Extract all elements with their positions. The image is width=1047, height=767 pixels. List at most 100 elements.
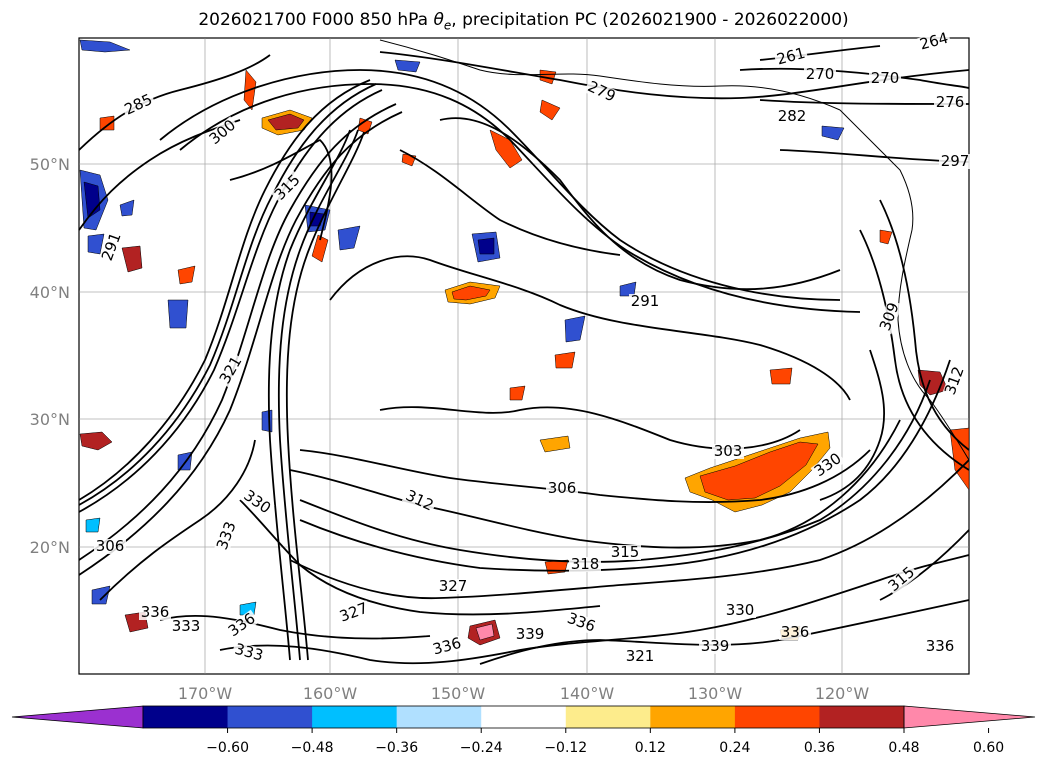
title-prefix: 2026021700 F000 850 hPa <box>198 10 434 30</box>
colorbar-segment <box>227 706 313 728</box>
precip-positive-shading <box>79 69 970 646</box>
lon-label: 160°W <box>303 684 358 703</box>
latitude-labels: 50°N 40°N 30°N 20°N <box>30 155 70 557</box>
contour-label: 327 <box>437 577 469 595</box>
contour-312 <box>289 419 901 549</box>
colorbar-extend-high <box>903 705 1036 729</box>
contour-label: 270 <box>804 65 836 83</box>
contour-label: 336 <box>139 603 171 621</box>
contour-327 <box>289 459 970 600</box>
contour-label: 297 <box>939 152 971 170</box>
longitude-labels: 170°W 160°W 150°W 140°W 130°W 120°W <box>178 684 870 703</box>
contour-jet-west-b <box>78 83 377 506</box>
contour-jet-west-a <box>78 79 371 501</box>
contour-label: 282 <box>776 107 808 125</box>
contour-309 <box>819 349 886 501</box>
contour-label: 270 <box>869 69 901 87</box>
colorbar-tick-label: −0.36 <box>375 740 418 756</box>
contour-south-loop <box>99 439 256 601</box>
lon-label: 150°W <box>431 684 486 703</box>
contour-sw-315 <box>879 529 970 601</box>
contour-label-text: 327 <box>439 577 468 595</box>
lon-label: 140°W <box>560 684 615 703</box>
contour-label: 333 <box>170 617 202 635</box>
contour-label: 336 <box>924 637 956 655</box>
contour-291 <box>439 117 841 291</box>
contour-label-text: 318 <box>571 555 600 573</box>
contour-label: 276 <box>934 93 966 111</box>
contour-interior-b <box>229 139 333 241</box>
contour-333 <box>159 615 431 640</box>
contour-label-text: 297 <box>941 152 970 170</box>
colorbar-segment <box>481 706 567 728</box>
colorbar-segment <box>396 706 482 728</box>
lat-label: 20°N <box>30 538 70 557</box>
contour-label: 339 <box>514 625 546 643</box>
contour-label-text: 303 <box>714 442 743 460</box>
colorbar-tick-label: −0.24 <box>460 740 503 756</box>
contour-label-text: 339 <box>516 625 545 643</box>
colorbar-tick-label: −0.48 <box>291 740 334 756</box>
colorbar-tick-label: 0.12 <box>635 740 666 756</box>
colorbar-tick-label: 0.36 <box>804 740 835 756</box>
colorbar-segment <box>734 706 820 728</box>
title-suffix: , precipitation PC (2026021900 - 2026022… <box>451 10 849 30</box>
contour-label-text: 336 <box>141 603 170 621</box>
title-theta: θ <box>433 10 444 30</box>
contour-nw-a <box>78 119 241 231</box>
contour-label: 339 <box>699 637 731 655</box>
contour-label-text: 330 <box>726 601 755 619</box>
contour-label: 306 <box>546 479 578 497</box>
colorbar: −0.60 −0.48 −0.36 −0.24 −0.12 0.12 0.24 0.36 0.4… <box>11 705 1036 756</box>
lon-label: 170°W <box>178 684 233 703</box>
contour-336 <box>219 554 970 665</box>
colorbar-tick-label: −0.12 <box>544 740 587 756</box>
contour-306 <box>299 449 871 503</box>
contour-label-text: 336 <box>781 623 810 641</box>
contour-interior-c <box>399 149 621 256</box>
lat-label: 50°N <box>30 155 70 174</box>
contour-jet-axis-b <box>277 129 359 661</box>
contour-label-text: 282 <box>778 107 807 125</box>
colorbar-extend-low <box>11 705 144 729</box>
lat-label: 30°N <box>30 410 70 429</box>
contour-label-text: 306 <box>96 537 125 555</box>
lat-label: 40°N <box>30 283 70 302</box>
contour-label-text: 270 <box>871 69 900 87</box>
contour-label-text: 321 <box>626 647 655 665</box>
contour-label-text: 315 <box>611 543 640 561</box>
contour-label-text: 270 <box>806 65 835 83</box>
graticule <box>79 38 969 674</box>
contour-east-a <box>879 199 970 451</box>
contour-label-text: 306 <box>548 479 577 497</box>
colorbar-segment <box>143 706 229 728</box>
contour-label: 336 <box>779 623 811 641</box>
contour-330 <box>239 499 601 616</box>
contour-east-b <box>859 229 970 471</box>
contour-northern-arc-b <box>179 83 861 313</box>
contour-label: 291 <box>629 292 661 310</box>
contour-279 <box>379 51 970 100</box>
lon-label: 120°W <box>815 684 870 703</box>
title-theta-sub: e <box>443 18 452 33</box>
contour-northern-arc <box>159 69 841 301</box>
colorbar-outline <box>142 705 905 729</box>
contour-interior-a <box>329 255 851 401</box>
contour-label: 315 <box>609 543 641 561</box>
colorbar-tick-label: 0.24 <box>719 740 750 756</box>
colorbar-tick-label: 0.48 <box>888 740 919 756</box>
contour-label: 321 <box>624 647 656 665</box>
lon-label: 130°W <box>688 684 743 703</box>
coast-west-us <box>897 229 970 461</box>
colorbar-tick-label: −0.60 <box>206 740 249 756</box>
contour-jet-west-c <box>78 89 383 513</box>
coast-bc <box>839 109 914 231</box>
theta-e-contours <box>78 45 970 665</box>
contour-jet-axis-a <box>267 129 351 661</box>
coastlines <box>379 39 970 461</box>
colorbar-segment <box>650 706 736 728</box>
colorbar-segment <box>819 706 905 728</box>
